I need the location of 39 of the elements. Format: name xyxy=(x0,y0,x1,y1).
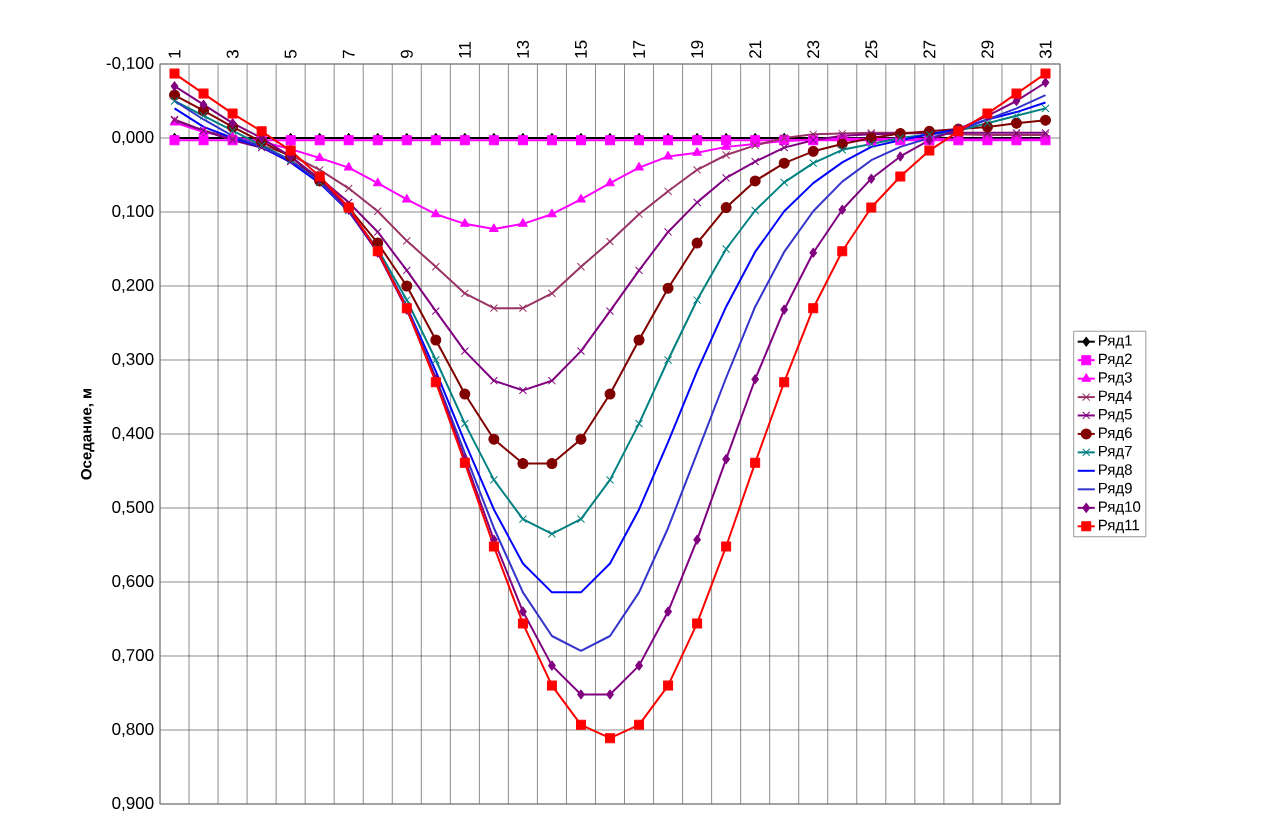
y-tick-label: 0,600 xyxy=(112,574,154,590)
x-tick-label: 25 xyxy=(865,40,878,58)
x-tick-label: 7 xyxy=(342,50,355,58)
y-tick-label: 0,900 xyxy=(112,796,154,812)
x-tick-label: 31 xyxy=(1039,40,1052,59)
x-tick-label: 5 xyxy=(284,50,297,59)
x-tick-label: 3 xyxy=(226,50,239,59)
legend-label: Ряд1 xyxy=(1099,335,1132,349)
y-tick-label: 0,500 xyxy=(112,500,154,516)
legend-label: Ряд11 xyxy=(1099,519,1139,534)
y-tick-label: 0,000 xyxy=(112,130,154,146)
y-tick-label: 0,700 xyxy=(112,648,154,664)
x-tick-label: 13 xyxy=(516,40,529,58)
legend-label: Ряд7 xyxy=(1099,445,1132,460)
legend-label: Ряд3 xyxy=(1099,372,1132,386)
x-tick-label: 19 xyxy=(691,40,704,58)
x-tick-label: 29 xyxy=(981,40,994,58)
legend-label: Ряд9 xyxy=(1099,482,1132,497)
x-tick-label: 11 xyxy=(458,41,471,58)
legend-label: Ряд8 xyxy=(1099,464,1132,478)
x-tick-label: 17 xyxy=(633,40,645,58)
y-tick-label: -0,100 xyxy=(106,56,154,72)
x-tick-label: 21 xyxy=(749,40,762,58)
y-tick-label: 0,100 xyxy=(112,204,154,220)
legend-label: Ряд2 xyxy=(1099,353,1132,368)
x-tick-label: 9 xyxy=(400,50,413,58)
legend-label: Ряд6 xyxy=(1099,427,1132,441)
y-tick-label: 0,200 xyxy=(112,278,154,294)
x-tick-label: 27 xyxy=(923,40,936,58)
x-tick-label: 23 xyxy=(807,40,820,58)
y-tick-label: 0,400 xyxy=(112,426,154,442)
y-tick-label: 0,800 xyxy=(112,722,154,738)
y-tick-label: 0,300 xyxy=(112,352,154,368)
legend-label: Ряд10 xyxy=(1099,501,1141,515)
legend-label: Ряд4 xyxy=(1099,390,1133,404)
y-axis-title: Оседание, м xyxy=(80,388,95,480)
x-tick-label: 15 xyxy=(575,40,587,58)
legend-label: Ряд5 xyxy=(1099,409,1132,423)
x-tick-label: 1 xyxy=(168,50,181,58)
